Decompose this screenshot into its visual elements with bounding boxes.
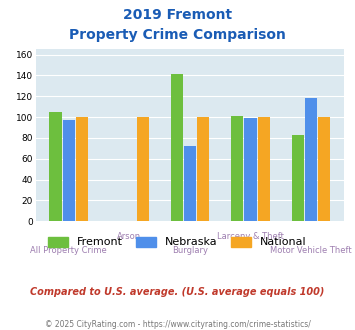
- Bar: [49, 112, 61, 221]
- Bar: [258, 117, 270, 221]
- Text: Compared to U.S. average. (U.S. average equals 100): Compared to U.S. average. (U.S. average …: [30, 287, 325, 297]
- Text: Burglary: Burglary: [172, 246, 208, 255]
- Bar: [318, 117, 331, 221]
- Text: Motor Vehicle Theft: Motor Vehicle Theft: [270, 246, 352, 255]
- Bar: [170, 75, 183, 221]
- Text: 2019 Fremont: 2019 Fremont: [123, 8, 232, 22]
- Text: Arson: Arson: [117, 232, 141, 241]
- Legend: Fremont, Nebraska, National: Fremont, Nebraska, National: [44, 232, 311, 252]
- Text: All Property Crime: All Property Crime: [31, 246, 107, 255]
- Bar: [231, 116, 243, 221]
- Text: © 2025 CityRating.com - https://www.cityrating.com/crime-statistics/: © 2025 CityRating.com - https://www.city…: [45, 320, 310, 329]
- Bar: [63, 120, 75, 221]
- Bar: [184, 146, 196, 221]
- Bar: [197, 117, 209, 221]
- Bar: [245, 118, 257, 221]
- Bar: [137, 117, 149, 221]
- Bar: [292, 135, 304, 221]
- Text: Larceny & Theft: Larceny & Theft: [217, 232, 284, 241]
- Bar: [76, 117, 88, 221]
- Text: Property Crime Comparison: Property Crime Comparison: [69, 28, 286, 42]
- Bar: [305, 98, 317, 221]
